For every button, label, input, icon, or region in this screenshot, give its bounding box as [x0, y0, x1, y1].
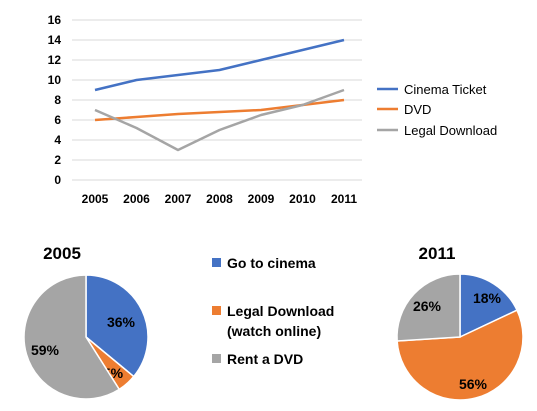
legend-label-cinema-ticket: Cinema Ticket — [404, 82, 487, 97]
x-tick-label: 2009 — [248, 192, 275, 206]
series-line-legal-download — [94, 88, 345, 152]
pie-legend-swatch — [212, 258, 221, 267]
pie-legend-swatch — [212, 354, 221, 363]
pie-data-label: 26% — [413, 298, 442, 314]
y-tick-label: 10 — [48, 73, 62, 87]
y-tick-label: 12 — [48, 53, 62, 67]
pie-slice-rent-a-dvd — [396, 273, 461, 342]
line-legend: Cinema Ticket DVD Legal Download — [377, 82, 497, 138]
pie-slice-rent-a-dvd — [23, 274, 121, 400]
pie-legend: Go to cinema Legal Download (watch online)… — [212, 255, 334, 367]
legend-label-legal-download: Legal Download — [404, 123, 497, 138]
legend-label-dvd: DVD — [404, 102, 431, 117]
pie-data-label: 56% — [459, 376, 488, 392]
pie-slice-legal-download-watch-online — [396, 309, 524, 401]
pie-chart-2011: 2011 18% 56% 26% — [396, 244, 524, 401]
pie-legend-label: Rent a DVD — [227, 351, 303, 367]
y-tick-label: 16 — [48, 13, 62, 27]
x-tick-label: 2006 — [123, 192, 150, 206]
x-tick-label: 2008 — [206, 192, 233, 206]
y-tick-label: 0 — [54, 173, 61, 187]
pie-legend-label: Go to cinema — [227, 255, 316, 271]
pie-data-label: 36% — [107, 314, 136, 330]
pie-title: 2011 — [419, 244, 456, 263]
series-line-cinema-ticket — [94, 38, 345, 92]
line-chart: 0 2 4 6 8 10 12 14 16 2005 2006 2007 2008 2009 2010 201… — [48, 13, 362, 206]
x-tick-label: 2011 — [331, 192, 357, 206]
x-tick-label: 2007 — [165, 192, 192, 206]
y-tick-label: 2 — [54, 153, 61, 167]
x-tick-label: 2005 — [82, 192, 109, 206]
y-tick-label: 4 — [54, 133, 61, 147]
pie-legend-label: Legal Download — [227, 303, 334, 319]
x-tick-label: 2010 — [289, 192, 316, 206]
pie-legend-swatch — [212, 306, 221, 315]
y-tick-label: 8 — [54, 93, 61, 107]
pie-title: 2005 — [43, 244, 81, 263]
pie-slice-go-to-cinema — [85, 274, 149, 378]
pie-data-label: 18% — [473, 290, 502, 306]
y-tick-label: 6 — [54, 113, 61, 127]
pie-data-label: 59% — [31, 342, 60, 358]
pie-legend-label: (watch online) — [227, 323, 321, 339]
pie-slice-go-to-cinema — [459, 273, 519, 339]
y-tick-label: 14 — [48, 33, 62, 47]
